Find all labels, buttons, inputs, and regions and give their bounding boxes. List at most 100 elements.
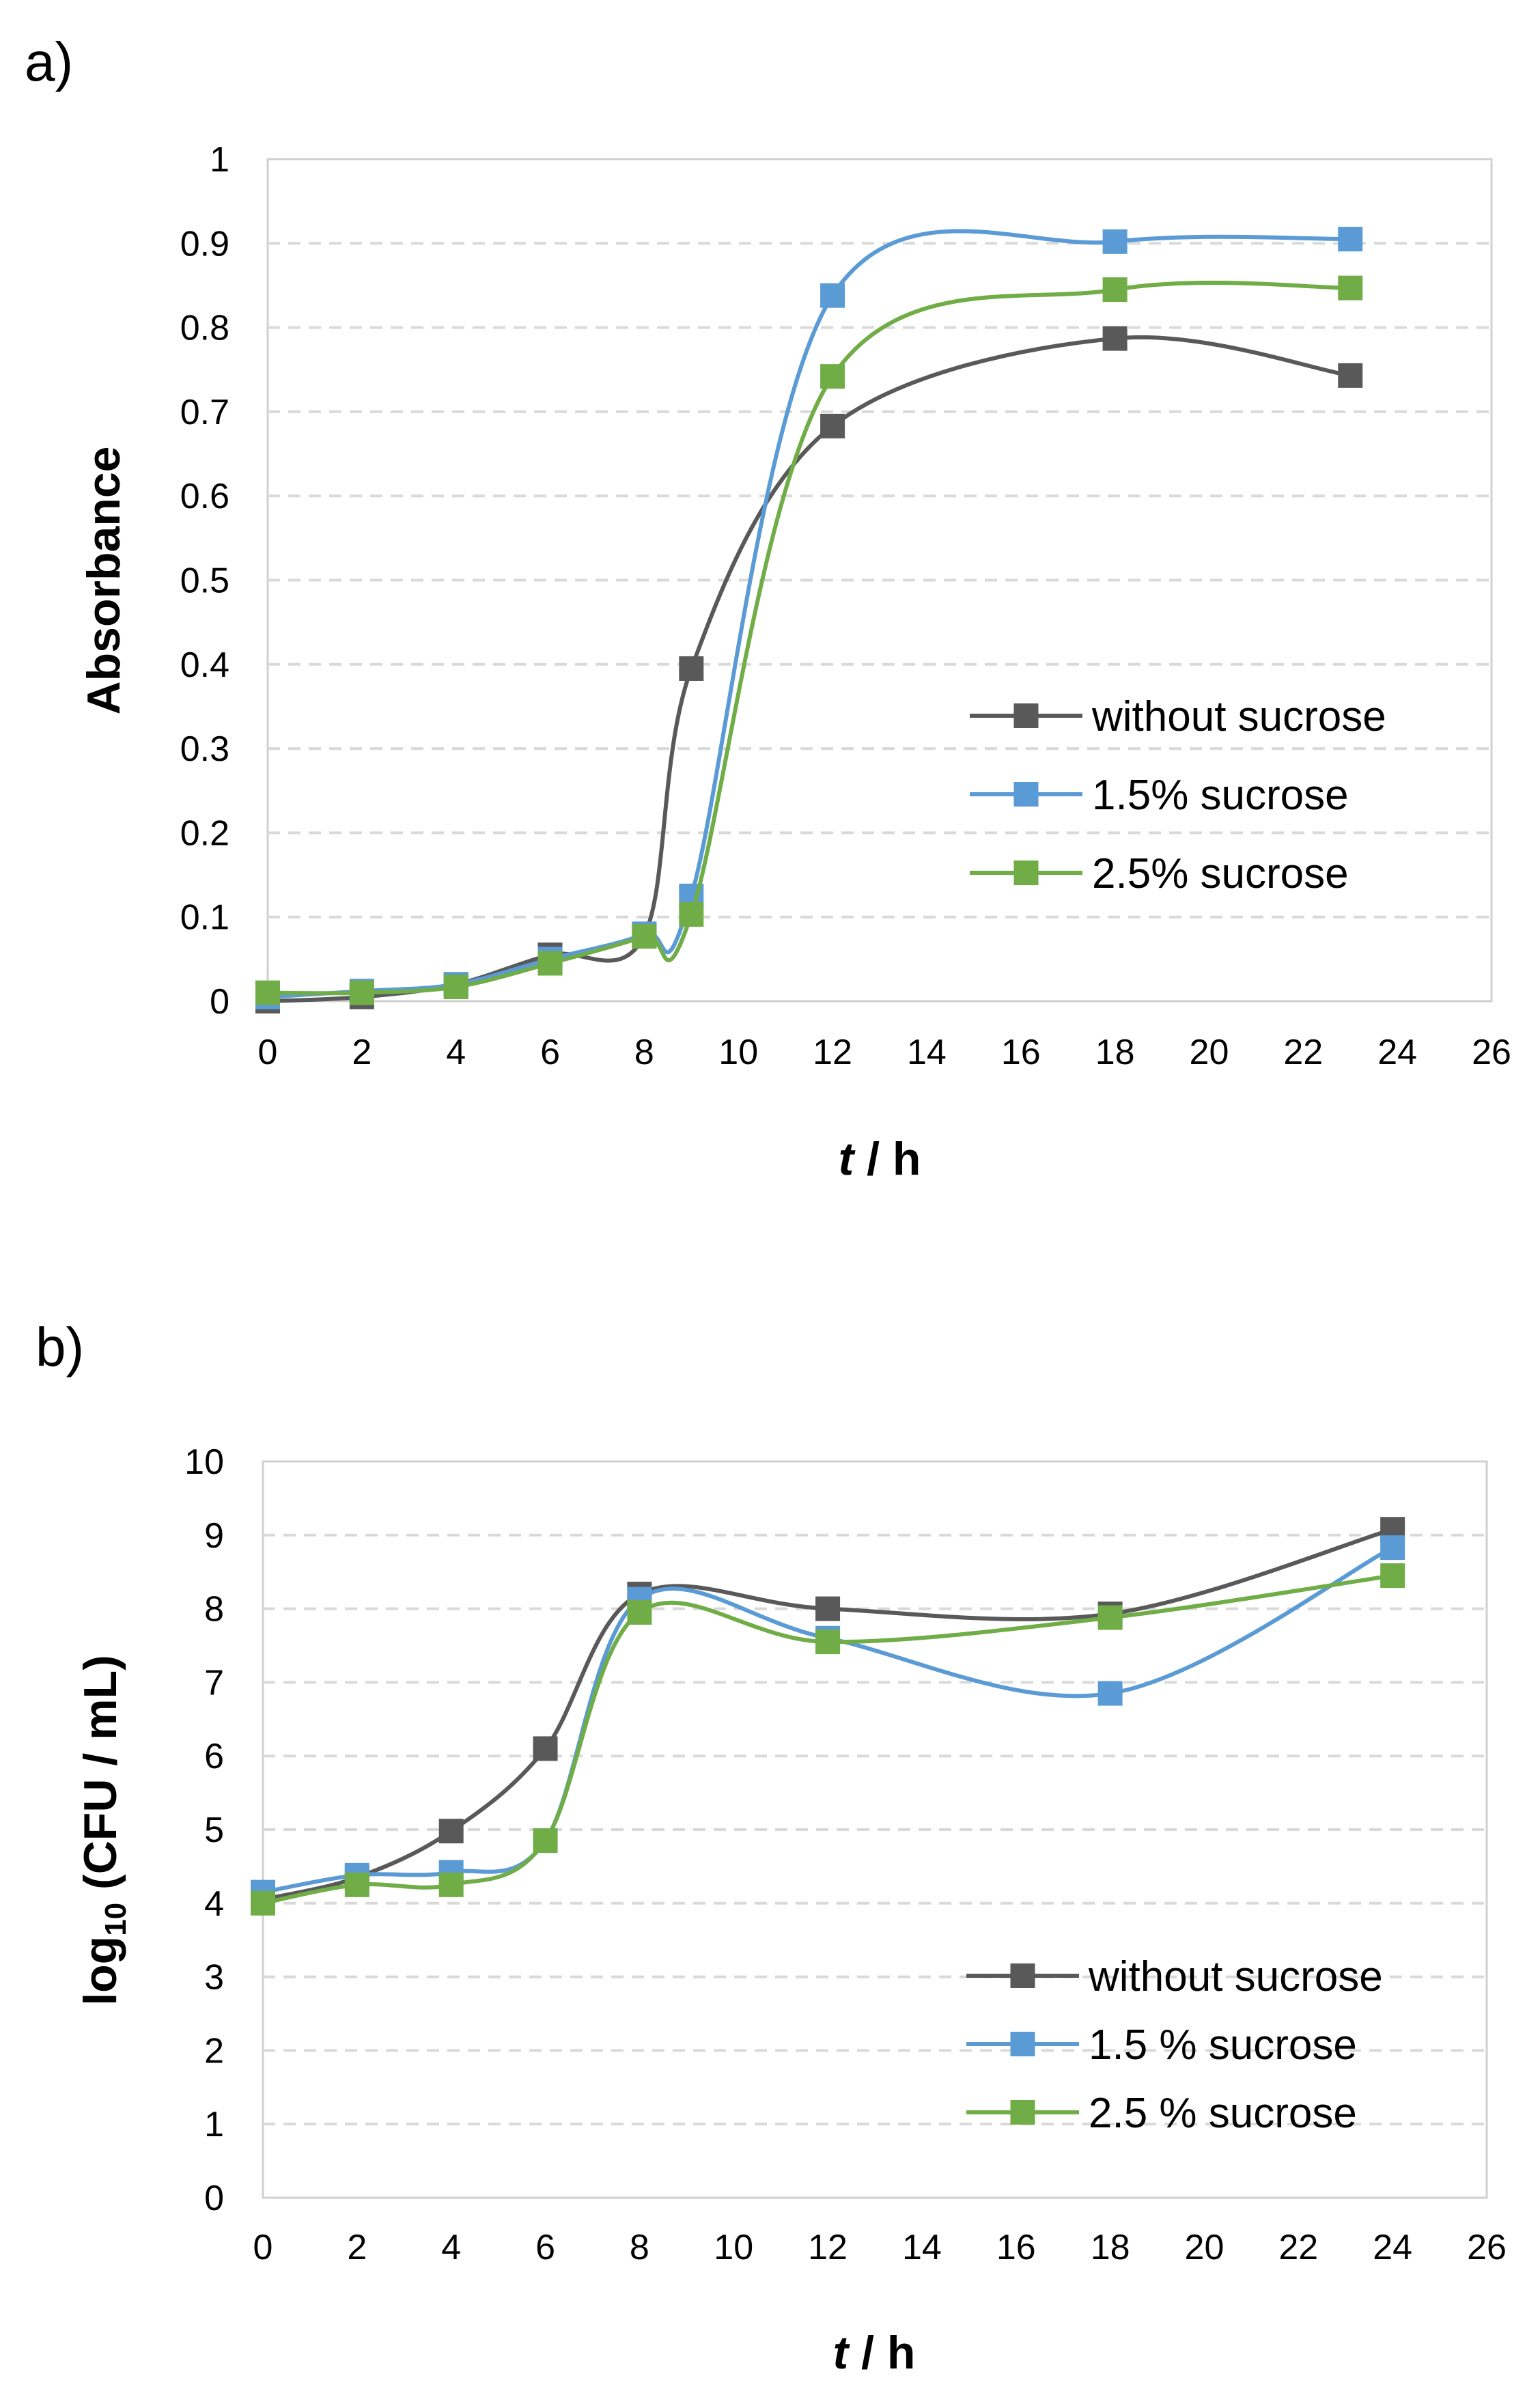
data-point-marker xyxy=(815,1596,841,1621)
data-point-marker xyxy=(679,656,704,681)
x-tick-label: 8 xyxy=(630,2228,649,2267)
x-tick-label: 4 xyxy=(441,2228,461,2267)
y-tick-label: 3 xyxy=(204,1958,224,1998)
panel-label: a) xyxy=(25,31,73,92)
y-tick-label: 0.9 xyxy=(180,224,229,264)
y-tick-label: 4 xyxy=(204,1884,224,1924)
legend-label: 2.5% sucrose xyxy=(1092,850,1349,897)
data-point-marker xyxy=(1338,227,1363,252)
data-point-marker xyxy=(344,1872,369,1897)
chart-panel-b: b) 0 2 4 6 8 10 12 14 16 18 20 22 24 26 012345678910 … xyxy=(36,1317,1507,2379)
data-point-marker xyxy=(349,980,374,1005)
series-line xyxy=(262,1573,1393,1905)
y-tick-label: 0.7 xyxy=(180,393,229,432)
data-point-marker xyxy=(255,980,280,1005)
y-tick-label: 1 xyxy=(204,2105,224,2144)
data-point-marker xyxy=(820,283,845,308)
data-point-marker xyxy=(1102,326,1128,351)
x-tick-label: 4 xyxy=(446,1033,466,1072)
x-tick-label: 18 xyxy=(1095,1033,1135,1072)
x-tick-label: 14 xyxy=(907,1033,947,1072)
legend-marker xyxy=(1013,703,1039,728)
y-axis-title: Absorbance xyxy=(78,447,130,715)
x-tick-labels: 0 2 4 6 8 10 12 14 16 18 20 22 24 26 xyxy=(253,2228,1507,2267)
x-tick-label: 24 xyxy=(1373,2228,1412,2267)
data-point-marker xyxy=(1102,229,1128,254)
legend-label: without sucrose xyxy=(1091,693,1386,740)
x-tick-label: 0 xyxy=(258,1033,278,1072)
series-line xyxy=(262,1527,1394,1902)
data-point-marker xyxy=(632,924,657,949)
x-axis-variable: t xyxy=(839,1133,856,1185)
legend-label: 1.5% sucrose xyxy=(1092,772,1349,819)
x-tick-label: 14 xyxy=(902,2228,942,2267)
legend: without sucrose 1.5 % sucrose 2.5 % sucros… xyxy=(966,1953,1383,2137)
data-point-marker xyxy=(627,1599,652,1625)
y-axis-title-main: log xyxy=(74,1936,126,2006)
legend-marker xyxy=(1013,861,1039,885)
series-group xyxy=(255,227,1363,1013)
data-point-marker xyxy=(815,1629,841,1655)
data-point-marker xyxy=(533,1736,558,1761)
y-tick-label: 0 xyxy=(204,2179,224,2218)
x-tick-labels: 0 2 4 6 8 10 12 14 16 18 20 22 24 26 xyxy=(258,1033,1511,1072)
legend: without sucrose 1.5% sucrose 2.5% sucrose xyxy=(970,693,1386,897)
data-point-marker xyxy=(820,413,845,438)
data-point-marker xyxy=(1097,1605,1123,1630)
x-tick-label: 10 xyxy=(718,1033,758,1072)
y-tick-label: 10 xyxy=(184,1442,224,1482)
y-tick-label: 0.8 xyxy=(180,309,229,348)
x-tick-label: 6 xyxy=(535,2228,555,2267)
x-tick-label: 8 xyxy=(634,1033,654,1072)
x-tick-label: 20 xyxy=(1190,1033,1229,1072)
y-axis-title-rest: (CFU / mL) xyxy=(74,1655,126,1903)
y-axis-title: log10 (CFU / mL) xyxy=(74,1655,132,2006)
y-tick-label: 0.6 xyxy=(180,477,229,516)
y-tick-label: 9 xyxy=(204,1516,224,1556)
data-point-marker xyxy=(1102,277,1128,303)
x-tick-label: 2 xyxy=(352,1033,372,1072)
data-point-marker xyxy=(1338,363,1363,388)
x-axis-unit: / h xyxy=(848,2327,915,2379)
x-tick-label: 26 xyxy=(1467,2228,1507,2267)
x-tick-label: 26 xyxy=(1472,1033,1511,1072)
x-axis-unit: / h xyxy=(854,1133,921,1185)
y-tick-label: 0.5 xyxy=(180,561,229,601)
data-point-marker xyxy=(820,364,845,389)
y-tick-label: 5 xyxy=(204,1810,224,1850)
series-group xyxy=(251,1517,1405,1916)
y-tick-labels: 0 1 2 3 4 5 6 7 8 9 10 xyxy=(184,1442,224,2218)
y-axis-title-subscript: 10 xyxy=(99,1903,132,1936)
x-tick-label: 6 xyxy=(540,1033,560,1072)
y-tick-label: 0 xyxy=(210,982,229,1022)
x-tick-label: 0 xyxy=(253,2228,273,2267)
y-tick-labels: 0 0.1 0.2 0.3 0.4 0.5 0.6 0.7 0.8 0.9 1 xyxy=(180,140,229,1022)
legend-marker xyxy=(1010,2032,1035,2056)
x-tick-label: 12 xyxy=(808,2228,848,2267)
x-tick-label: 16 xyxy=(996,2228,1036,2267)
data-point-marker xyxy=(537,951,563,976)
y-tick-label: 1 xyxy=(210,140,229,180)
y-tick-label: 0.4 xyxy=(180,645,229,685)
legend-marker xyxy=(1010,2100,1035,2125)
x-tick-label: 22 xyxy=(1278,2228,1318,2267)
data-point-marker xyxy=(443,975,468,1000)
data-point-marker xyxy=(1380,1563,1405,1589)
y-tick-label: 0.2 xyxy=(180,813,229,853)
legend-label: 2.5 % sucrose xyxy=(1089,2090,1357,2137)
x-axis-variable: t xyxy=(833,2327,850,2379)
y-tick-label: 0.1 xyxy=(180,898,229,938)
legend-label: without sucrose xyxy=(1088,1953,1383,2000)
x-tick-label: 24 xyxy=(1377,1033,1417,1072)
y-tick-label: 8 xyxy=(204,1590,224,1629)
legend-marker xyxy=(1010,1963,1035,1988)
y-tick-label: 6 xyxy=(204,1737,224,1776)
series-line xyxy=(267,335,1351,1003)
data-point-marker xyxy=(1097,1681,1123,1706)
x-tick-label: 20 xyxy=(1185,2228,1224,2267)
data-point-marker xyxy=(1380,1535,1405,1561)
x-tick-label: 18 xyxy=(1091,2228,1130,2267)
data-point-marker xyxy=(438,1819,464,1844)
y-tick-label: 2 xyxy=(204,2031,224,2071)
